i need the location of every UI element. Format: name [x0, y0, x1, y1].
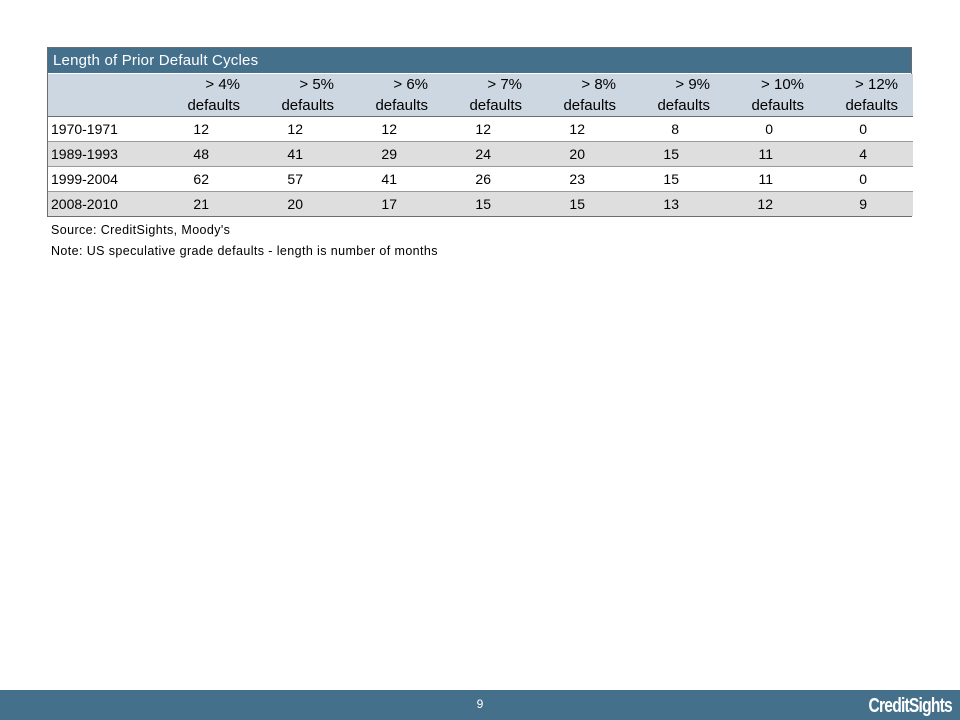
- header-threshold: > 7%: [443, 74, 537, 95]
- value-cell: 4: [819, 141, 913, 167]
- value-cell: 29: [349, 141, 443, 167]
- header-threshold: > 10%: [725, 74, 819, 95]
- value-cell: 15: [631, 166, 725, 192]
- period-cell: 1970-1971: [48, 116, 161, 142]
- page-number: 9: [476, 697, 484, 711]
- value-cell: 0: [819, 116, 913, 142]
- value-cell: 9: [819, 191, 913, 216]
- value-cell: 13: [631, 191, 725, 216]
- value-cell: 62: [161, 166, 255, 192]
- value-cell: 12: [537, 116, 631, 142]
- table-title: Length of Prior Default Cycles: [48, 48, 911, 74]
- value-cell: 12: [443, 116, 537, 142]
- header-empty-cell: [48, 95, 161, 117]
- value-cell: 12: [255, 116, 349, 142]
- value-cell: 26: [443, 166, 537, 192]
- header-threshold: > 8%: [537, 74, 631, 95]
- value-cell: 48: [161, 141, 255, 167]
- table-row: 1970-1971 12 12 12 12 12 8 0 0: [48, 116, 913, 142]
- value-cell: 11: [725, 141, 819, 167]
- creditsights-logo: CreditSights: [868, 695, 953, 717]
- footnote: Note: US speculative grade defaults - le…: [51, 244, 438, 258]
- value-cell: 41: [349, 166, 443, 192]
- value-cell: 20: [255, 191, 349, 216]
- header-defaults-label: defaults: [631, 95, 725, 117]
- table-row: 1999-2004 62 57 41 26 23 15 11 0: [48, 166, 913, 192]
- value-cell: 12: [161, 116, 255, 142]
- period-cell: 1999-2004: [48, 166, 161, 192]
- header-row-thresholds: > 4% > 5% > 6% > 7% > 8% > 9% > 10% > 12…: [48, 74, 913, 95]
- header-threshold: > 4%: [161, 74, 255, 95]
- data-table: > 4% > 5% > 6% > 7% > 8% > 9% > 10% > 12…: [48, 74, 913, 216]
- header-defaults-label: defaults: [537, 95, 631, 117]
- header-empty-cell: [48, 74, 161, 95]
- value-cell: 20: [537, 141, 631, 167]
- header-defaults-label: defaults: [161, 95, 255, 117]
- value-cell: 0: [725, 116, 819, 142]
- header-threshold: > 9%: [631, 74, 725, 95]
- value-cell: 41: [255, 141, 349, 167]
- header-threshold: > 12%: [819, 74, 913, 95]
- header-row-defaults: defaults defaults defaults defaults defa…: [48, 95, 913, 117]
- value-cell: 57: [255, 166, 349, 192]
- table-notes: Source: CreditSights, Moody's Note: US s…: [51, 220, 438, 262]
- value-cell: 12: [725, 191, 819, 216]
- header-defaults-label: defaults: [725, 95, 819, 117]
- value-cell: 24: [443, 141, 537, 167]
- value-cell: 15: [631, 141, 725, 167]
- header-threshold: > 5%: [255, 74, 349, 95]
- value-cell: 23: [537, 166, 631, 192]
- value-cell: 15: [537, 191, 631, 216]
- header-threshold: > 6%: [349, 74, 443, 95]
- value-cell: 12: [349, 116, 443, 142]
- value-cell: 0: [819, 166, 913, 192]
- value-cell: 15: [443, 191, 537, 216]
- value-cell: 11: [725, 166, 819, 192]
- value-cell: 21: [161, 191, 255, 216]
- header-defaults-label: defaults: [443, 95, 537, 117]
- header-defaults-label: defaults: [255, 95, 349, 117]
- period-cell: 2008-2010: [48, 191, 161, 216]
- default-cycles-table: Length of Prior Default Cycles > 4% > 5%…: [47, 47, 913, 217]
- footer-bar: 9 CreditSights: [0, 690, 960, 720]
- table-row: 1989-1993 48 41 29 24 20 15 11 4: [48, 141, 913, 167]
- value-cell: 17: [349, 191, 443, 216]
- table-row: 2008-2010 21 20 17 15 15 13 12 9: [48, 191, 913, 216]
- value-cell: 8: [631, 116, 725, 142]
- header-defaults-label: defaults: [819, 95, 913, 117]
- period-cell: 1989-1993: [48, 141, 161, 167]
- header-defaults-label: defaults: [349, 95, 443, 117]
- source-note: Source: CreditSights, Moody's: [51, 223, 231, 237]
